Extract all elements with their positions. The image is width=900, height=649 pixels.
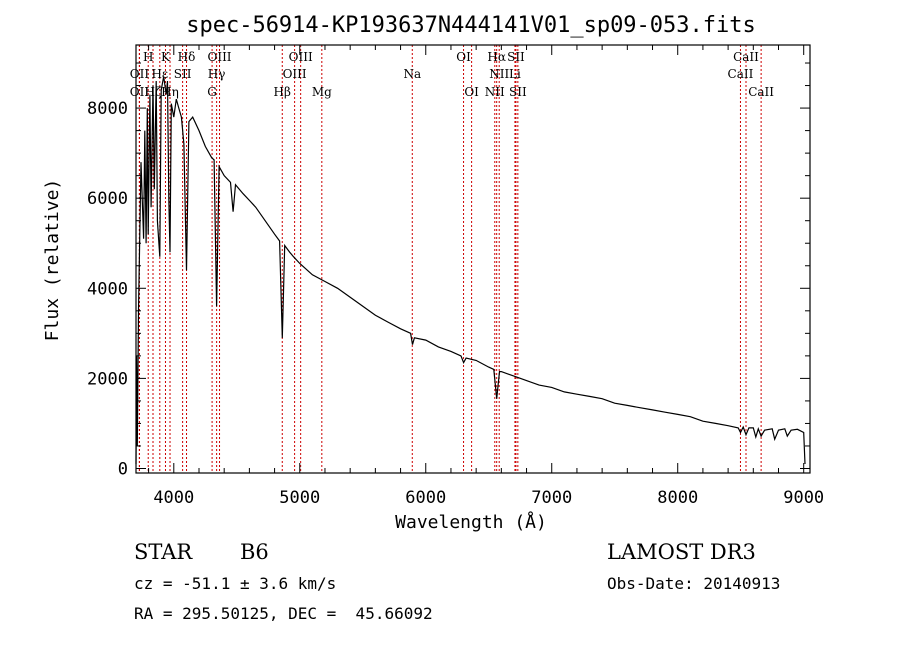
line-label: CaII bbox=[748, 85, 774, 99]
line-label: Hγ bbox=[208, 67, 226, 81]
line-label: SII bbox=[507, 50, 525, 64]
y-tick-label: 0 bbox=[118, 459, 128, 479]
line-label: OII bbox=[130, 67, 150, 81]
x-tick-label: 5000 bbox=[279, 488, 320, 508]
line-label: Mg bbox=[312, 85, 332, 99]
line-label: SII bbox=[174, 67, 192, 81]
object-class: STAR bbox=[134, 540, 193, 564]
sky-coordinates: RA = 295.50125, DEC = 45.66092 bbox=[134, 604, 433, 623]
y-tick-label: 4000 bbox=[87, 279, 128, 299]
line-label: Hε bbox=[151, 67, 168, 81]
line-label: NII bbox=[489, 67, 509, 81]
survey-label: LAMOST DR3 bbox=[607, 540, 756, 564]
object-subclass: B6 bbox=[240, 540, 269, 564]
line-label: NII bbox=[485, 85, 505, 99]
x-tick-label: 6000 bbox=[405, 488, 446, 508]
x-tick-label: 4000 bbox=[153, 488, 194, 508]
y-axis-label: Flux (relative) bbox=[42, 179, 63, 342]
x-tick-label: 9000 bbox=[783, 488, 824, 508]
line-label: Li bbox=[509, 67, 521, 81]
line-label: H bbox=[143, 50, 153, 64]
line-label: Hα bbox=[487, 50, 506, 64]
x-axis-label: Wavelength (Å) bbox=[395, 511, 547, 533]
line-label: G bbox=[207, 85, 217, 99]
line-label: OII bbox=[130, 85, 150, 99]
line-label: Na bbox=[403, 67, 421, 81]
y-tick-label: 6000 bbox=[87, 189, 128, 209]
line-label: OIII bbox=[207, 50, 231, 64]
chart-title: spec-56914-KP193637N444141V01_sp09-053.f… bbox=[186, 13, 756, 38]
x-axis-ticks: 4000 5000 6000 7000 8000 9000 bbox=[148, 45, 824, 508]
line-label: SII bbox=[509, 85, 527, 99]
line-label: CaII bbox=[733, 50, 759, 64]
y-tick-label: 2000 bbox=[87, 369, 128, 389]
line-label: CaII bbox=[728, 67, 754, 81]
line-label: OIII bbox=[283, 67, 307, 81]
redshift-velocity: cz = -51.1 ± 3.6 km/s bbox=[134, 574, 337, 593]
y-axis-ticks: 0 2000 4000 6000 8000 bbox=[87, 62, 810, 479]
line-label: K bbox=[161, 50, 171, 64]
x-tick-label: 7000 bbox=[531, 488, 572, 508]
line-label: Hδ bbox=[178, 50, 196, 64]
x-tick-label: 8000 bbox=[657, 488, 698, 508]
line-label: Hβ bbox=[274, 85, 291, 99]
spectral-line-markers bbox=[138, 45, 762, 473]
line-label: OI bbox=[464, 85, 479, 99]
observation-date: Obs-Date: 20140913 bbox=[607, 574, 781, 593]
y-tick-label: 8000 bbox=[87, 99, 128, 119]
line-label: OIII bbox=[289, 50, 313, 64]
plot-frame bbox=[135, 44, 811, 474]
line-label: Hη bbox=[161, 85, 179, 99]
spectrum-chart: spec-56914-KP193637N444141V01_sp09-053.f… bbox=[42, 13, 824, 533]
spectrum-line bbox=[135, 76, 806, 465]
line-label: OI bbox=[456, 50, 471, 64]
